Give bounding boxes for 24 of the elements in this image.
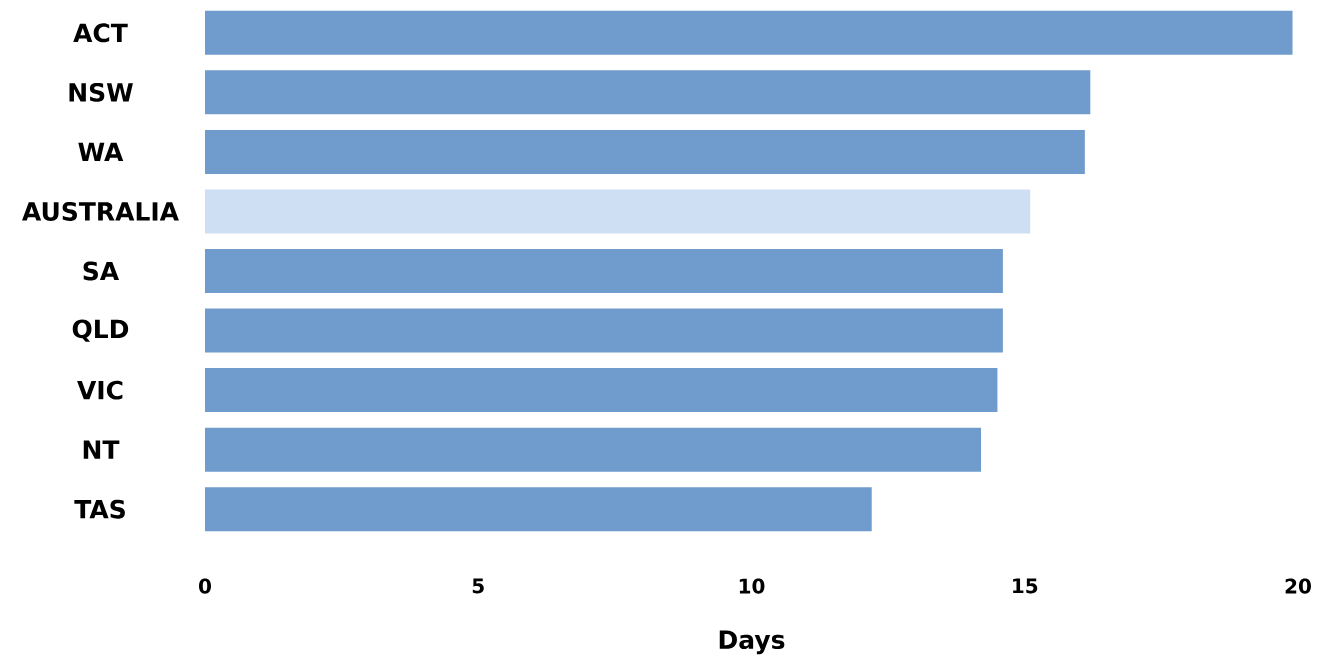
y-tick-label: TAS (74, 499, 125, 519)
x-tick-label: 0 (199, 578, 211, 594)
x-axis-title: Days (719, 630, 785, 654)
y-tick-label: SA (83, 261, 120, 281)
y-tick-label: NT (83, 440, 120, 459)
bar (205, 427, 982, 472)
bar (205, 248, 1003, 293)
bar (205, 486, 872, 531)
bar (205, 10, 1293, 55)
y-tick-label: NSW (69, 82, 133, 102)
bar (205, 129, 1085, 174)
bar (205, 189, 1031, 234)
y-tick-label: ACT (73, 23, 128, 43)
bar (205, 70, 1091, 115)
bar (205, 367, 998, 412)
x-tick-label: 20 (1285, 578, 1311, 594)
x-tick-label: 5 (472, 578, 484, 594)
x-tick-label: 15 (1013, 578, 1038, 594)
y-tick-label: WA (78, 142, 124, 161)
y-tick-label: QLD (72, 319, 129, 342)
bar (205, 308, 1003, 353)
x-tick-label: 10 (739, 578, 765, 594)
y-tick-label: AUSTRALIA (22, 201, 179, 221)
y-tick-label: VIC (77, 380, 123, 400)
